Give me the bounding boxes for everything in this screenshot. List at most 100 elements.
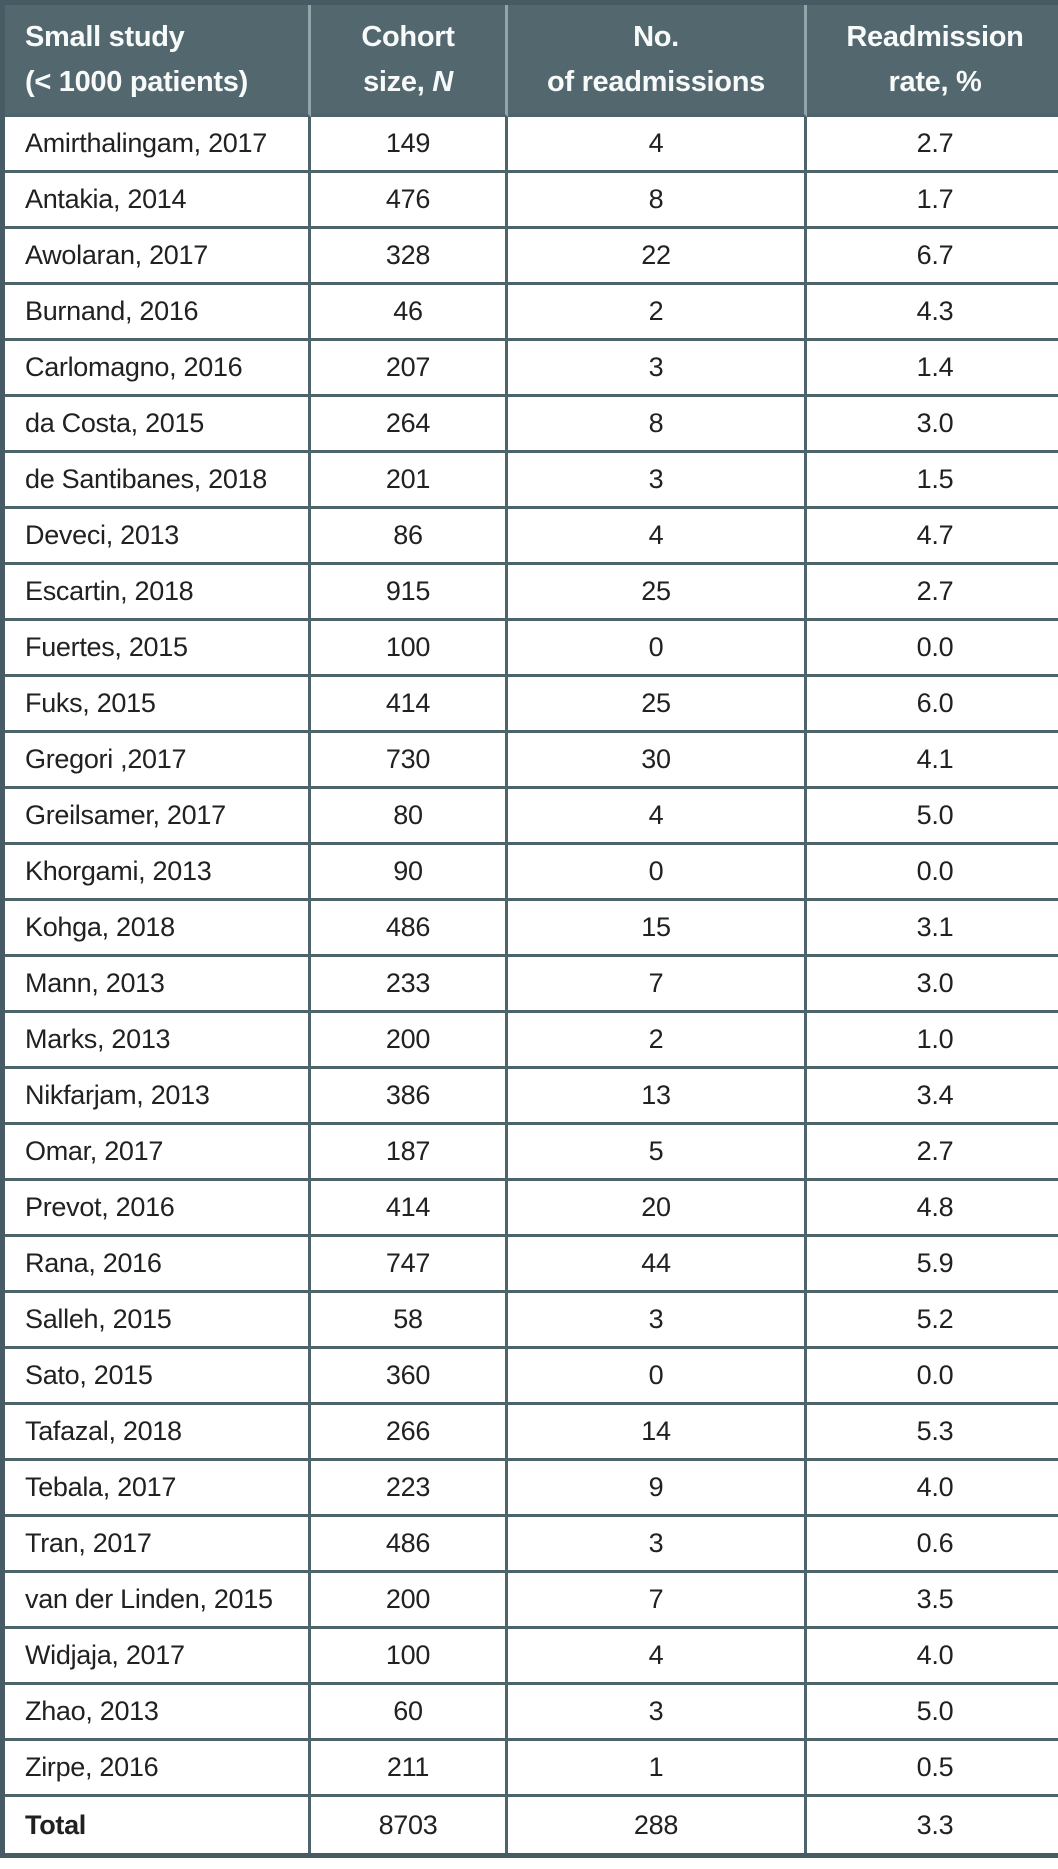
rate-cell: 4.7 [807, 509, 1058, 565]
rate-cell: 3.3 [916, 1809, 954, 1840]
cohort-size-cell: 207 [311, 341, 508, 397]
rate-cell: 0.0 [807, 621, 1058, 677]
table-row: Omar, 2017 187 5 2.7 [5, 1125, 1058, 1181]
column-header-readmissions: No. of readmissions [508, 5, 807, 117]
readmissions-cell: 288 [508, 1797, 807, 1853]
rate-cell: 2.7 [807, 117, 1058, 173]
table-row: Gregori ,2017 730 30 4.1 [5, 733, 1058, 789]
rate-cell: 5.2 [807, 1293, 1058, 1349]
table-row: Rana, 2016 747 44 5.9 [5, 1237, 1058, 1293]
cohort-size-cell: 328 [311, 229, 508, 285]
study-cell: Escartin, 2018 [5, 565, 311, 621]
rate-cell: 5.3 [807, 1405, 1058, 1461]
header-study-line1: Small study [25, 20, 185, 53]
header-row: Small study (< 1000 patients) Cohort siz… [5, 5, 1058, 117]
readmissions-cell: 2 [508, 1013, 807, 1069]
readmissions-cell: 14 [508, 1405, 807, 1461]
readmissions-cell: 25 [508, 677, 807, 733]
study-cell: Mann, 2013 [5, 957, 311, 1013]
cohort-size-cell: 486 [311, 901, 508, 957]
rate-cell: 4.8 [807, 1181, 1058, 1237]
rate-cell: 4.3 [807, 285, 1058, 341]
cohort-size-cell: 58 [311, 1293, 508, 1349]
study-cell: Antakia, 2014 [5, 173, 311, 229]
table-row: Khorgami, 2013 90 0 0.0 [5, 845, 1058, 901]
rate-cell: 1.5 [807, 453, 1058, 509]
readmissions-cell: 5 [508, 1125, 807, 1181]
readmissions-cell: 4 [508, 509, 807, 565]
readmissions-cell: 8 [508, 173, 807, 229]
study-cell: Salleh, 2015 [5, 1293, 311, 1349]
rate-cell: 5.9 [807, 1237, 1058, 1293]
readmissions-cell: 1 [508, 1741, 807, 1797]
table-row: van der Linden, 2015 200 7 3.5 [5, 1573, 1058, 1629]
study-cell: Khorgami, 2013 [5, 845, 311, 901]
study-cell: Sato, 2015 [5, 1349, 311, 1405]
table-row: de Santibanes, 2018 201 3 1.5 [5, 453, 1058, 509]
readmissions-cell: 7 [508, 957, 807, 1013]
study-cell: Kohga, 2018 [5, 901, 311, 957]
cohort-size-cell: 80 [311, 789, 508, 845]
study-cell: Greilsamer, 2017 [5, 789, 311, 845]
rate-cell: 6.0 [807, 677, 1058, 733]
study-cell: Omar, 2017 [5, 1125, 311, 1181]
study-cell: Awolaran, 2017 [5, 229, 311, 285]
study-cell: Rana, 2016 [5, 1237, 311, 1293]
readmissions-cell: 9 [508, 1461, 807, 1517]
cohort-size-cell: 60 [311, 1685, 508, 1741]
study-cell: Zirpe, 2016 [5, 1741, 311, 1797]
readmissions-cell: 44 [508, 1237, 807, 1293]
rate-cell: 0.0 [807, 1349, 1058, 1405]
table-row: Mann, 2013 233 7 3.0 [5, 957, 1058, 1013]
rate-cell: 2.7 [807, 1125, 1058, 1181]
rate-cell: 3.0 [807, 957, 1058, 1013]
rate-cell: 0.0 [807, 845, 1058, 901]
cohort-size-cell: 100 [311, 1629, 508, 1685]
study-cell: Tafazal, 2018 [5, 1405, 311, 1461]
study-cell: Tran, 2017 [5, 1517, 311, 1573]
cohort-size-cell: 100 [311, 621, 508, 677]
table-row: Greilsamer, 2017 80 4 5.0 [5, 789, 1058, 845]
cohort-size-cell: 360 [311, 1349, 508, 1405]
column-header-study: Small study (< 1000 patients) [5, 5, 311, 117]
cohort-size-cell: 149 [311, 117, 508, 173]
header-rate-line1: Readmission [846, 20, 1024, 53]
cohort-size-cell: 264 [311, 397, 508, 453]
study-cell: Nikfarjam, 2013 [5, 1069, 311, 1125]
table-row: da Costa, 2015 264 8 3.0 [5, 397, 1058, 453]
study-cell: de Santibanes, 2018 [5, 453, 311, 509]
cohort-size-cell: 200 [311, 1013, 508, 1069]
rate-cell: 2.7 [807, 565, 1058, 621]
rate-cell: 3.5 [807, 1573, 1058, 1629]
readmissions-cell: 0 [508, 1349, 807, 1405]
rate-cell: 3.0 [807, 397, 1058, 453]
table-row: Escartin, 2018 915 25 2.7 [5, 565, 1058, 621]
readmissions-cell: 30 [508, 733, 807, 789]
rate-cell: 4.0 [807, 1461, 1058, 1517]
study-cell: Fuks, 2015 [5, 677, 311, 733]
cohort-size-cell: 8703 [311, 1797, 508, 1853]
cohort-size-cell: 200 [311, 1573, 508, 1629]
header-rate-line2: rate, % [888, 65, 982, 98]
readmissions-cell: 15 [508, 901, 807, 957]
table-row: Sato, 2015 360 0 0.0 [5, 1349, 1058, 1405]
table-row: Marks, 2013 200 2 1.0 [5, 1013, 1058, 1069]
table-row: Kohga, 2018 486 15 3.1 [5, 901, 1058, 957]
table-row: Awolaran, 2017 328 22 6.7 [5, 229, 1058, 285]
cohort-size-cell: 386 [311, 1069, 508, 1125]
rate-cell: 5.0 [807, 1685, 1058, 1741]
table-body: Amirthalingam, 2017 149 4 2.7 Antakia, 2014 4… [5, 117, 1058, 1853]
study-cell: Tebala, 2017 [5, 1461, 311, 1517]
study-cell: Amirthalingam, 2017 [5, 117, 311, 173]
study-cell: Carlomagno, 2016 [5, 341, 311, 397]
readmissions-cell: 3 [508, 341, 807, 397]
study-cell: Widjaja, 2017 [5, 1629, 311, 1685]
cohort-size-cell: 486 [311, 1517, 508, 1573]
readmissions-cell: 4 [508, 1629, 807, 1685]
readmissions-cell: 20 [508, 1181, 807, 1237]
readmissions-cell: 0 [508, 845, 807, 901]
rate-cell: 0.6 [807, 1517, 1058, 1573]
table-row: Fuks, 2015 414 25 6.0 [5, 677, 1058, 733]
column-header-rate: Readmission rate, % [807, 5, 1058, 117]
